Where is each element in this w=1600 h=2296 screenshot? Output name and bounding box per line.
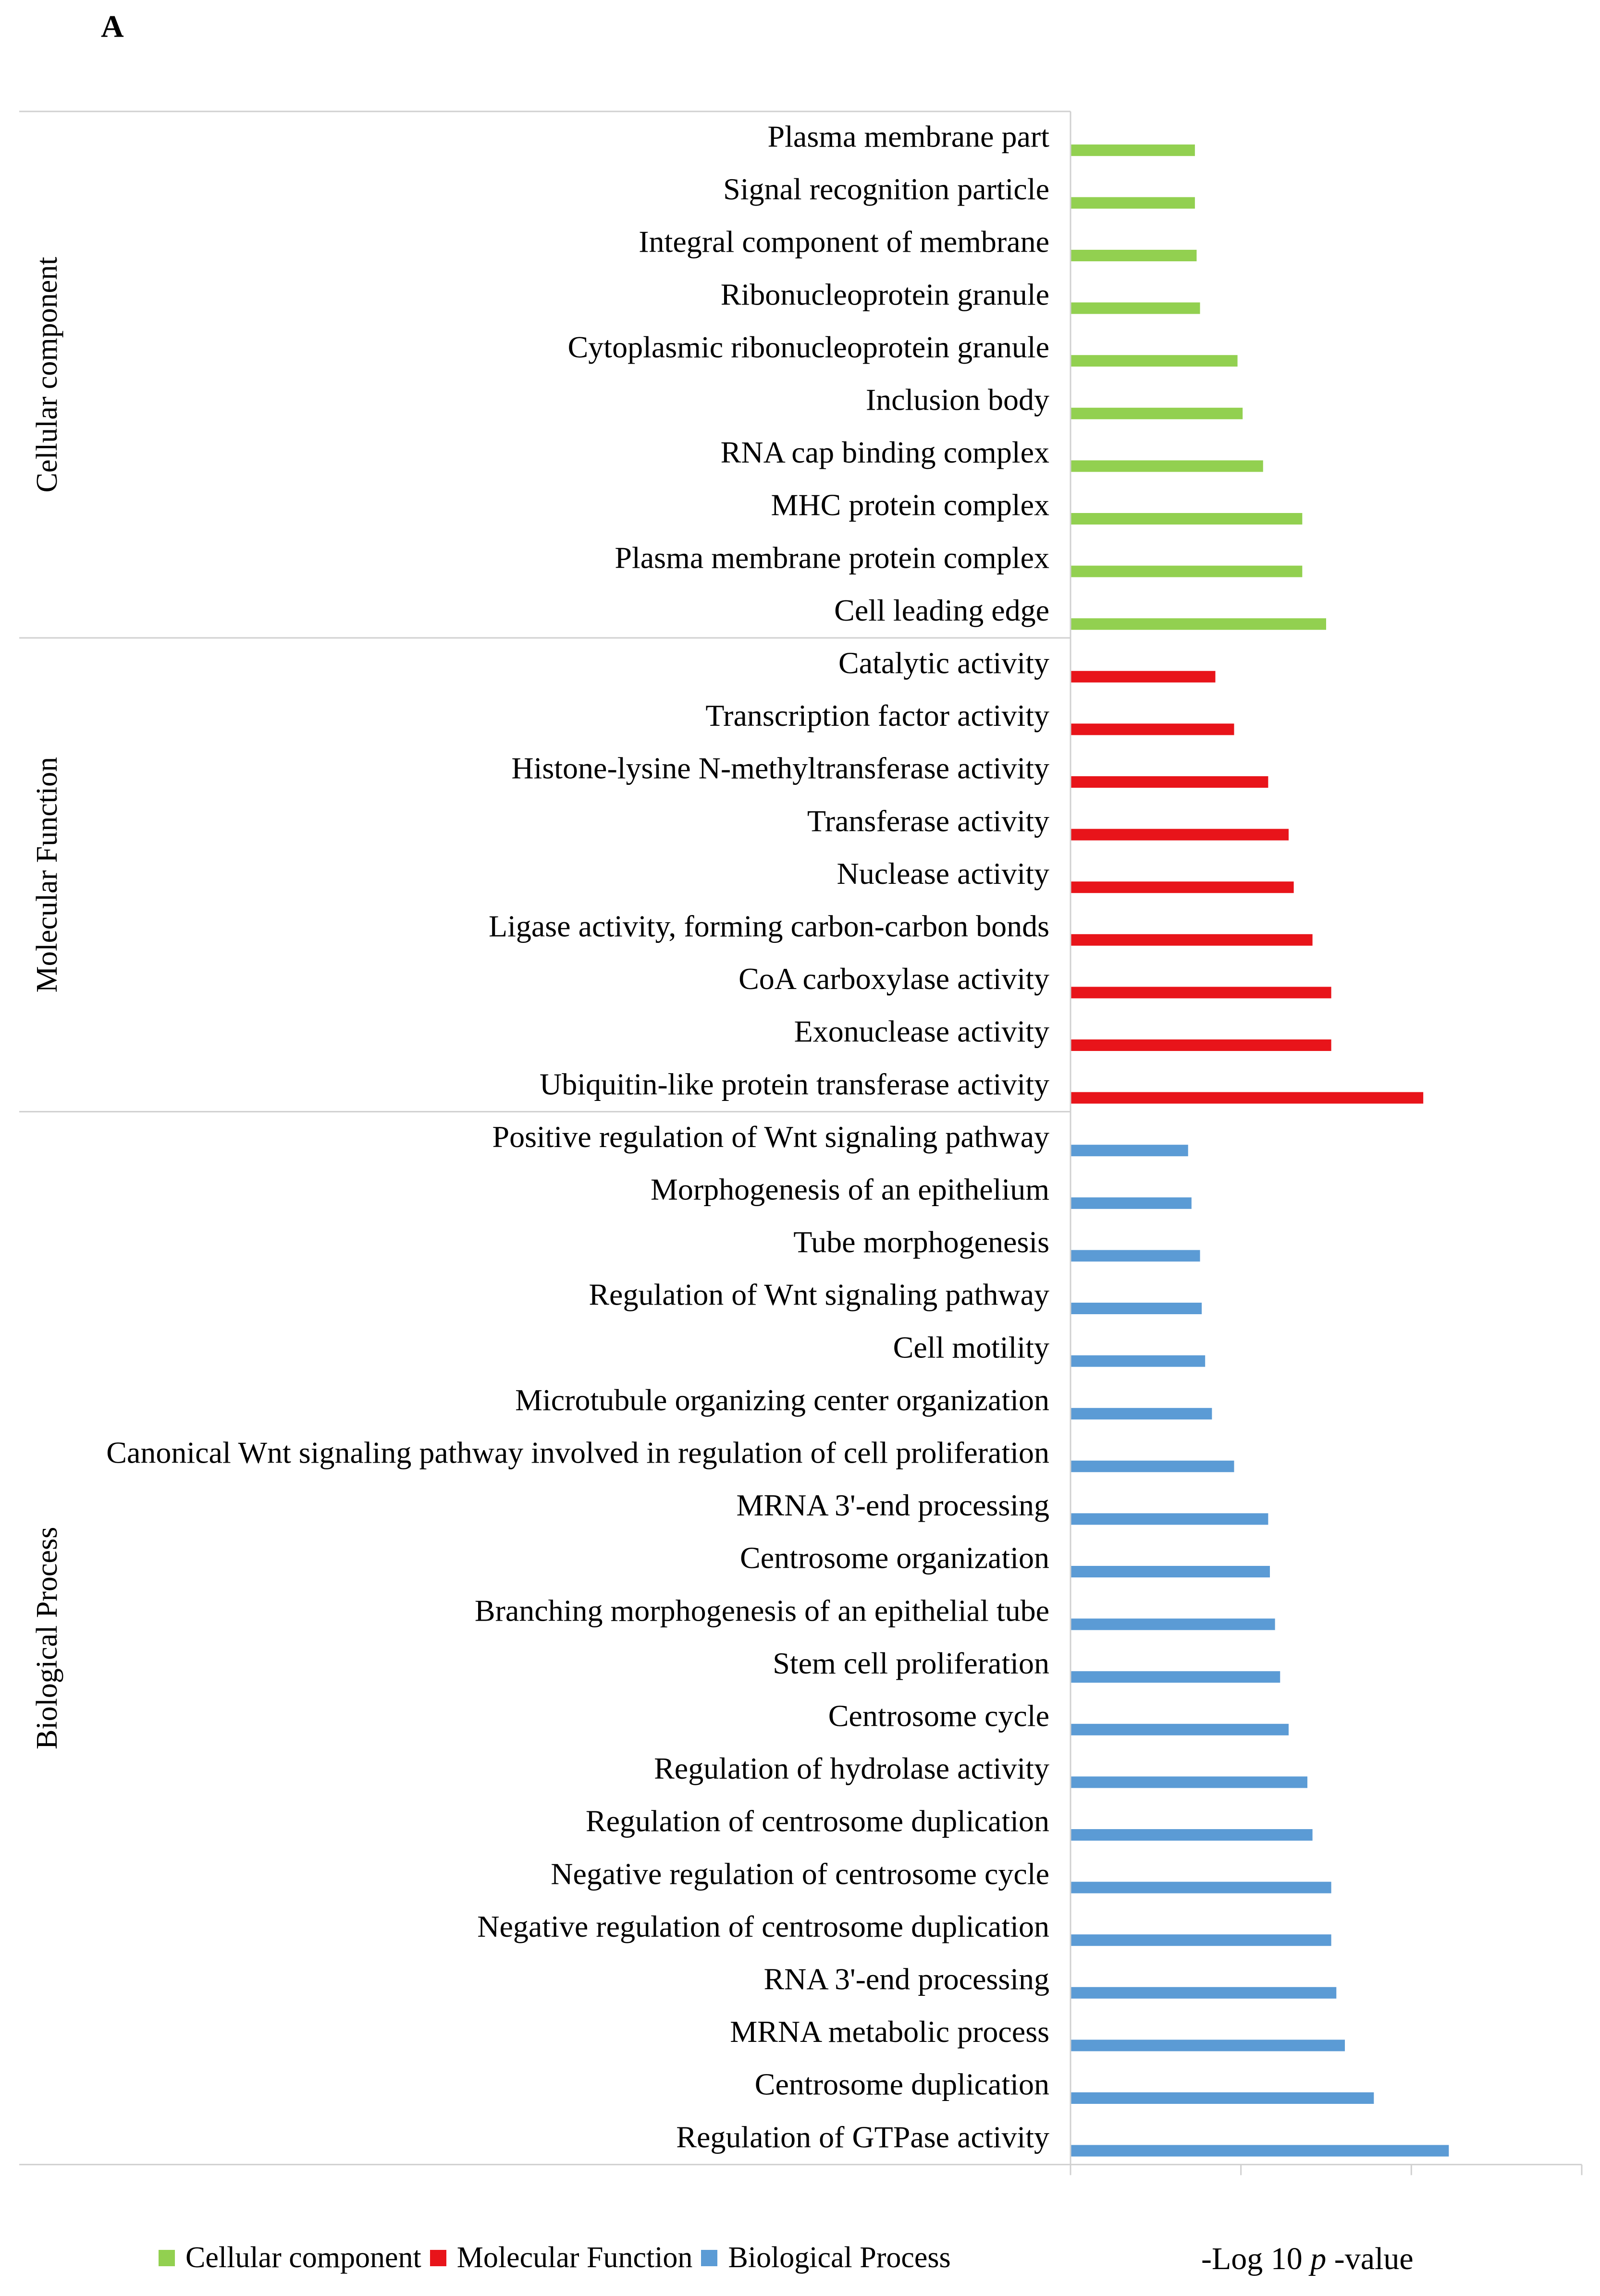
category-label: Canonical Wnt signaling pathway involved… [106, 1435, 1049, 1469]
category-label: Centrosome organization [740, 1541, 1049, 1575]
category-label: Exonuclease activity [794, 1014, 1049, 1049]
bar [1071, 1250, 1200, 1262]
bar [1071, 1039, 1331, 1051]
category-label: Transferase activity [807, 804, 1049, 838]
category-label: Positive regulation of Wnt signaling pat… [492, 1120, 1049, 1154]
bar [1071, 934, 1313, 946]
bar [1071, 1355, 1206, 1367]
category-label: RNA cap binding complex [721, 435, 1049, 469]
category-label: Regulation of centrosome duplication [586, 1804, 1049, 1838]
x-axis-title-prefix: -Log 10 [1201, 2241, 1311, 2276]
bar [1071, 197, 1195, 209]
legend-item-biological-process: Biological Process [701, 2241, 951, 2275]
category-label: Ligase activity, forming carbon-carbon b… [489, 909, 1049, 943]
bar [1071, 460, 1263, 472]
bar [1071, 829, 1289, 841]
bar [1071, 618, 1326, 630]
category-label: Stem cell proliferation [773, 1646, 1049, 1680]
group-label: Cellular component [31, 257, 63, 493]
bar [1071, 407, 1243, 419]
category-label: Cell motility [893, 1330, 1049, 1364]
category-label: Cytoplasmic ribonucleoprotein granule [568, 330, 1049, 364]
category-label: Regulation of hydrolase activity [654, 1751, 1049, 1785]
bar [1071, 2092, 1374, 2104]
bar [1071, 1197, 1192, 1209]
category-label: Centrosome cycle [828, 1698, 1049, 1733]
legend-item-cellular-component: Cellular component [159, 2241, 421, 2275]
category-label: MRNA 3'-end processing [737, 1488, 1049, 1522]
category-label: Ribonucleoprotein granule [721, 277, 1049, 311]
group-label: Biological Process [31, 1527, 63, 1749]
category-label: Transcription factor activity [705, 698, 1049, 733]
legend: Cellular component Molecular Function Bi… [159, 2241, 960, 2275]
legend-item-molecular-function: Molecular Function [430, 2241, 693, 2275]
bar [1071, 987, 1331, 999]
category-label: Microtubule organizing center organizati… [515, 1383, 1049, 1417]
bar [1071, 1408, 1212, 1420]
category-label: Plasma membrane part [768, 119, 1050, 153]
category-label: Negative regulation of centrosome duplic… [477, 1909, 1049, 1943]
bar [1071, 1145, 1188, 1157]
category-label: Plasma membrane protein complex [615, 540, 1049, 574]
category-label: Negative regulation of centrosome cycle [551, 1856, 1049, 1891]
bar [1071, 2145, 1449, 2157]
category-label: Regulation of GTPase activity [676, 2120, 1049, 2154]
bar [1071, 1881, 1331, 1893]
bar [1071, 250, 1197, 261]
category-label: Nuclease activity [837, 856, 1049, 891]
bar [1071, 671, 1216, 683]
category-label: Regulation of Wnt signaling pathway [589, 1278, 1049, 1312]
group-label: Molecular Function [31, 757, 63, 993]
bar [1071, 1723, 1289, 1735]
bar [1071, 776, 1268, 788]
bar [1071, 1987, 1337, 1999]
x-axis-title-italic: p [1310, 2241, 1327, 2276]
legend-label: Biological Process [728, 2241, 951, 2274]
category-label: Ubiquitin-like protein transferase activ… [540, 1067, 1049, 1101]
bar [1071, 302, 1200, 314]
bar [1071, 513, 1303, 525]
legend-label: Cellular component [185, 2241, 421, 2274]
x-axis-title: -Log 10 p -value [1201, 2241, 1414, 2277]
bar [1071, 1618, 1275, 1630]
bar [1071, 1829, 1313, 1841]
bar [1071, 1303, 1202, 1314]
bar [1071, 1934, 1331, 1946]
bar [1071, 723, 1234, 735]
category-label: Inclusion body [866, 382, 1049, 416]
category-label: MRNA metabolic process [730, 2015, 1049, 2049]
category-label: Centrosome duplication [755, 2067, 1049, 2101]
category-label: Cell leading edge [834, 593, 1049, 627]
legend-swatch-cellular-component [159, 2249, 175, 2266]
bar [1071, 881, 1294, 893]
bar [1071, 1776, 1307, 1788]
category-label: Histone-lysine N-methyltransferase activ… [511, 751, 1049, 785]
category-label: Catalytic activity [838, 646, 1049, 680]
panel-label: A [101, 9, 124, 44]
category-label: RNA 3'-end processing [763, 1962, 1049, 1996]
bar [1071, 1671, 1280, 1683]
legend-label: Molecular Function [456, 2241, 693, 2274]
bar [1071, 144, 1195, 156]
category-label: Tube morphogenesis [793, 1225, 1049, 1259]
go-enrichment-bar-chart: Cellular component Plasma membrane part Si… [19, 110, 1583, 2175]
bar [1071, 355, 1238, 367]
bar [1071, 1460, 1234, 1472]
category-label: Integral component of membrane [639, 225, 1049, 259]
bar [1071, 1092, 1424, 1104]
x-axis-title-suffix: -value [1326, 2241, 1414, 2276]
category-label: Signal recognition particle [723, 172, 1049, 206]
category-label: MHC protein complex [771, 488, 1049, 522]
category-label: Morphogenesis of an epithelium [651, 1172, 1049, 1206]
bar [1071, 2040, 1345, 2052]
bar [1071, 1566, 1270, 1577]
category-label: CoA carboxylase activity [738, 962, 1049, 996]
bar [1071, 1513, 1268, 1525]
legend-swatch-biological-process [701, 2249, 718, 2266]
category-label: Branching morphogenesis of an epithelial… [475, 1593, 1049, 1627]
bar [1071, 565, 1303, 577]
legend-swatch-molecular-function [430, 2249, 446, 2266]
